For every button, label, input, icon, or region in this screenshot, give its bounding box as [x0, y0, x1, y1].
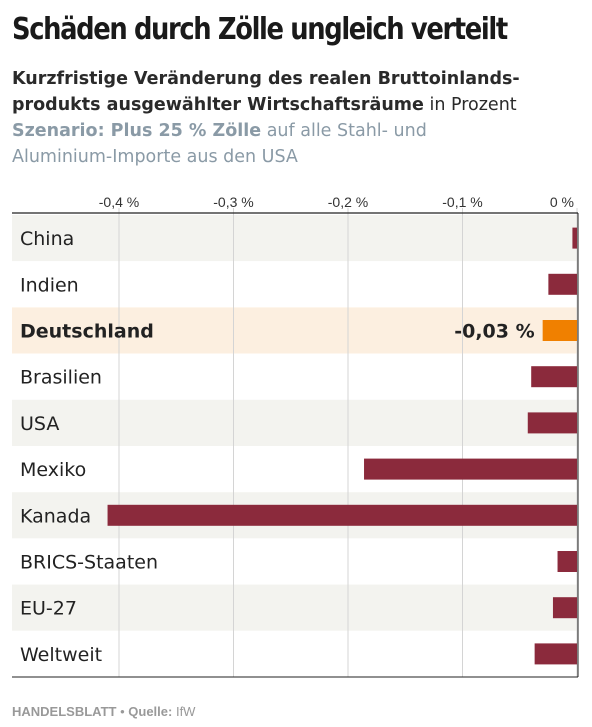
bar: [531, 366, 577, 388]
category-label: BRICS-Staaten: [20, 552, 158, 574]
row-band: [12, 261, 578, 308]
x-tick-label: -0,2 %: [328, 194, 368, 210]
highlight-row-band: [12, 307, 578, 354]
subtitle-line1: Kurzfristige Veränderung des realen Brut…: [12, 69, 520, 89]
source-label: Quelle:: [128, 704, 173, 719]
category-label: Indien: [20, 274, 79, 296]
bar-chart: -0,4 % -0,3 % -0,2 % -0,1 % 0 % China Indien De…: [12, 194, 579, 678]
bar: [548, 273, 577, 295]
scenario-text: auf alle Stahl- und: [261, 121, 427, 141]
footer: HANDELSBLATT • Quelle: IfW: [12, 704, 195, 719]
bar: [364, 458, 577, 480]
subtitle-line2: produkts ausgewählter Wirtschaftsräume: [12, 95, 424, 115]
highlight-bar: [542, 320, 577, 341]
bar: [107, 504, 578, 526]
row-band: [12, 630, 578, 677]
category-label: Brasilien: [20, 367, 102, 389]
category-label: Kanada: [20, 505, 91, 527]
brand-name: HANDELSBLATT: [12, 704, 117, 719]
row-band: [12, 399, 578, 446]
bar: [534, 643, 577, 665]
chart-title: Schäden durch Zölle ungleich verteilt: [12, 12, 508, 47]
row-band: [12, 584, 578, 631]
category-label: China: [20, 228, 74, 250]
bar: [572, 227, 577, 249]
highlight-data-label: -0,03 %: [454, 321, 534, 343]
bar: [552, 597, 577, 619]
category-label: USA: [20, 413, 59, 435]
footer-separator: •: [116, 704, 129, 719]
category-label: Weltweit: [20, 644, 102, 666]
scenario-text-line2: Aluminium-Importe aus den USA: [12, 147, 298, 167]
subtitle: Kurzfristige Veränderung des realen Brut…: [12, 66, 520, 118]
bar: [527, 412, 577, 434]
x-tick-label: -0,3 %: [213, 194, 253, 210]
scenario-label: Szenario: Plus 25 % Zölle: [12, 121, 262, 141]
bar: [557, 551, 577, 572]
scenario-note: Szenario: Plus 25 % Zölle auf alle Stahl…: [12, 118, 427, 170]
row-band: [12, 353, 578, 400]
x-tick-label: -0,1 %: [442, 194, 482, 210]
subtitle-unit: in Prozent: [423, 95, 517, 115]
x-tick-label: 0 %: [550, 194, 574, 210]
x-tick-label: -0,4 %: [99, 194, 139, 210]
category-label: EU-27: [20, 598, 77, 620]
source-name: IfW: [172, 704, 196, 719]
category-label: Mexiko: [20, 459, 86, 481]
category-label: Deutschland: [20, 321, 154, 343]
row-band: [12, 215, 578, 262]
row-band: [12, 538, 578, 585]
